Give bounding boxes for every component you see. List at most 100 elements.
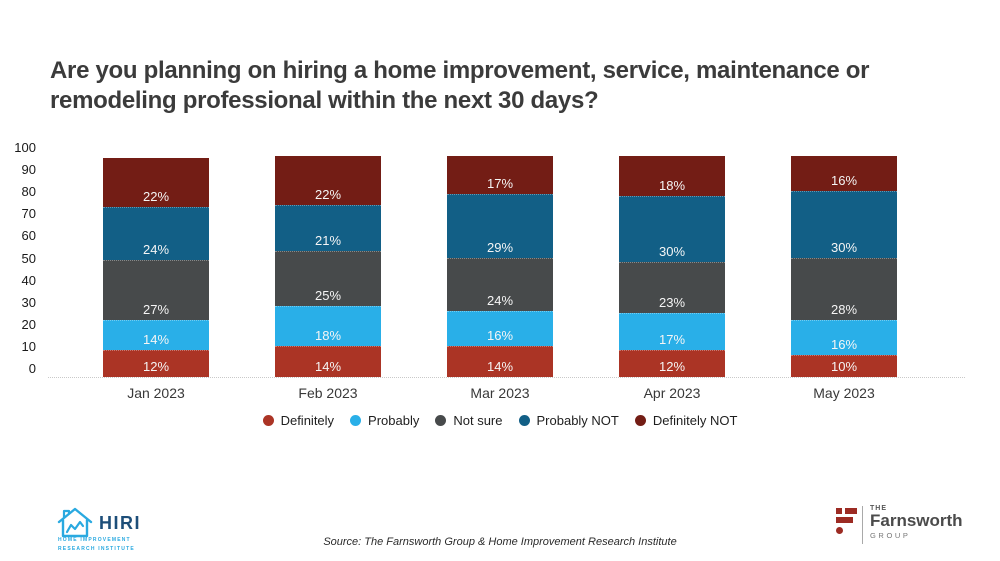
farnsworth-the: THE xyxy=(870,505,887,512)
legend-color-dot xyxy=(518,415,530,426)
bar-segment-value-label: 24% xyxy=(486,292,514,308)
stacked-bar-may-2023: 10% 16% 28% 30% 16% xyxy=(791,156,897,377)
chart-title-line1: Are you planning on hiring a home improv… xyxy=(50,57,870,84)
bar-segment-not-sure: 23% xyxy=(619,262,725,313)
bar-segment-value-label: 25% xyxy=(314,288,342,304)
legend-color-dot xyxy=(262,415,274,426)
bar-segment-definitely-not: 22% xyxy=(103,158,209,207)
logo-divider xyxy=(862,506,863,544)
y-axis-tick-label: 20 xyxy=(21,316,36,332)
bar-segment-value-label: 12% xyxy=(658,359,686,374)
bar-segment-not-sure: 28% xyxy=(791,257,897,320)
y-axis-tick-label: 100 xyxy=(14,140,36,155)
bar-segment-value-label: 30% xyxy=(830,239,858,255)
source-attribution: Source: The Farnsworth Group & Home Impr… xyxy=(323,536,677,548)
legend-color-dot xyxy=(435,415,447,426)
bar-segment-value-label: 16% xyxy=(486,328,514,344)
x-axis-category-label: Feb 2023 xyxy=(298,385,358,401)
legend-label: Probably NOT xyxy=(536,413,619,428)
bar-segment-value-label: 27% xyxy=(142,301,170,317)
bar-segment-value-label: 14% xyxy=(314,359,342,374)
bar-segment-not-sure: 25% xyxy=(275,251,381,307)
legend-label: Probably xyxy=(368,413,420,428)
y-axis-tick-label: 50 xyxy=(21,250,36,266)
bar-segment-not-sure: 27% xyxy=(103,259,209,320)
y-axis-tick-label: 80 xyxy=(21,184,36,200)
bar-segment-definitely-not: 16% xyxy=(791,156,897,192)
bar-segment-definitely-not: 18% xyxy=(619,156,725,196)
bar-segment-definitely: 12% xyxy=(619,350,725,377)
bar-segment-value-label: 22% xyxy=(142,188,170,204)
bar-segment-probably: 18% xyxy=(275,306,381,347)
bar-segment-value-label: 22% xyxy=(314,186,342,202)
chart-legend: Definitely Probably Not sure Probably NOT De… xyxy=(0,413,1000,428)
chart-title-line2: remodeling professional within the next … xyxy=(50,86,599,114)
y-axis-tick-label: 10 xyxy=(21,338,36,354)
bar-segment-value-label: 28% xyxy=(830,301,858,317)
bar-segment-value-label: 30% xyxy=(658,244,686,260)
farnsworth-name: Farnsworth xyxy=(870,511,963,530)
bar-segment-value-label: 23% xyxy=(658,294,686,310)
bar-segment-not-sure: 24% xyxy=(447,257,553,311)
stacked-bar-feb-2023: 14% 18% 25% 21% 22% xyxy=(275,156,381,377)
bar-segment-value-label: 18% xyxy=(658,177,686,193)
bar-segment-definitely: 14% xyxy=(447,346,553,377)
bar-segment-definitely: 12% xyxy=(103,350,209,377)
bar-segment-value-label: 17% xyxy=(658,332,686,348)
farnsworth-group-logo: THE Farnsworth GROUP xyxy=(836,505,986,547)
hiri-wordmark: HIRI xyxy=(99,513,141,533)
stacked-bar-mar-2023: 14% 16% 24% 29% 17% xyxy=(447,156,553,377)
y-axis-tick-label: 30 xyxy=(21,294,36,310)
legend-item-probably: Probably xyxy=(350,413,419,428)
bar-segment-value-label: 17% xyxy=(486,175,514,191)
y-axis-tick-label: 70 xyxy=(21,206,36,222)
hiri-logo: HIRI HOME IMPROVEMENT RESEARCH INSTITUTE xyxy=(55,503,185,553)
legend-item-definitely: Definitely xyxy=(262,413,335,428)
bar-segment-probably: 16% xyxy=(447,310,553,347)
y-axis-tick-label: 0 xyxy=(28,361,36,376)
bar-segment-probably-not: 24% xyxy=(103,206,209,260)
bar-segment-probably-not: 29% xyxy=(447,193,553,258)
farnsworth-wordmark: THE Farnsworth GROUP xyxy=(870,505,963,540)
bar-segment-value-label: 12% xyxy=(142,358,170,374)
hiri-tagline: HOME IMPROVEMENT RESEARCH INSTITUTE xyxy=(58,536,135,553)
x-axis-category-label: May 2023 xyxy=(813,385,875,401)
bar-segment-definitely-not: 17% xyxy=(447,156,553,194)
x-axis-category-label: Jan 2023 xyxy=(127,385,185,401)
bar-segment-probably-not: 21% xyxy=(275,204,381,252)
bar-segment-value-label: 21% xyxy=(314,233,342,249)
bar-segment-value-label: 14% xyxy=(486,359,514,374)
chart-title: Are you planning on hiring a home improv… xyxy=(50,56,870,116)
bar-segment-probably: 16% xyxy=(791,319,897,355)
bar-segment-value-label: 16% xyxy=(830,336,858,352)
legend-label: Definitely NOT xyxy=(652,413,738,428)
bar-segment-value-label: 24% xyxy=(142,241,170,257)
bar-segment-definitely: 10% xyxy=(791,354,897,377)
hiri-house-icon xyxy=(57,507,93,538)
bar-segment-value-label: 29% xyxy=(486,239,514,255)
legend-item-definitely-not: Definitely NOT xyxy=(634,413,738,428)
bar-segment-definitely: 14% xyxy=(275,346,381,377)
x-axis-baseline xyxy=(48,377,965,378)
stacked-bar-apr-2023: 12% 17% 23% 30% 18% xyxy=(619,156,725,377)
x-axis-category-label: Mar 2023 xyxy=(470,385,530,401)
y-axis-tick-label: 40 xyxy=(21,272,36,288)
legend-item-probably-not: Probably NOT xyxy=(518,413,619,428)
legend-label: Definitely xyxy=(280,413,335,428)
legend-color-dot xyxy=(350,415,362,426)
legend-color-dot xyxy=(634,415,646,426)
bar-segment-probably-not: 30% xyxy=(619,195,725,263)
bar-segment-value-label: 18% xyxy=(314,328,342,344)
hiri-tagline-line2: RESEARCH INSTITUTE xyxy=(58,545,135,552)
bar-segment-value-label: 10% xyxy=(830,359,858,374)
bar-segment-probably: 14% xyxy=(103,319,209,351)
x-axis-category-label: Apr 2023 xyxy=(643,385,701,401)
y-axis-tick-label: 90 xyxy=(21,162,36,178)
hiri-tagline-line1: HOME IMPROVEMENT xyxy=(58,537,131,543)
stacked-bar-jan-2023: 12% 14% 27% 24% 22% xyxy=(103,158,209,377)
bar-segment-probably-not: 30% xyxy=(791,191,897,258)
bar-segment-value-label: 16% xyxy=(830,173,858,189)
y-axis-tick-label: 60 xyxy=(21,228,36,244)
bar-segment-value-label: 14% xyxy=(142,332,170,348)
